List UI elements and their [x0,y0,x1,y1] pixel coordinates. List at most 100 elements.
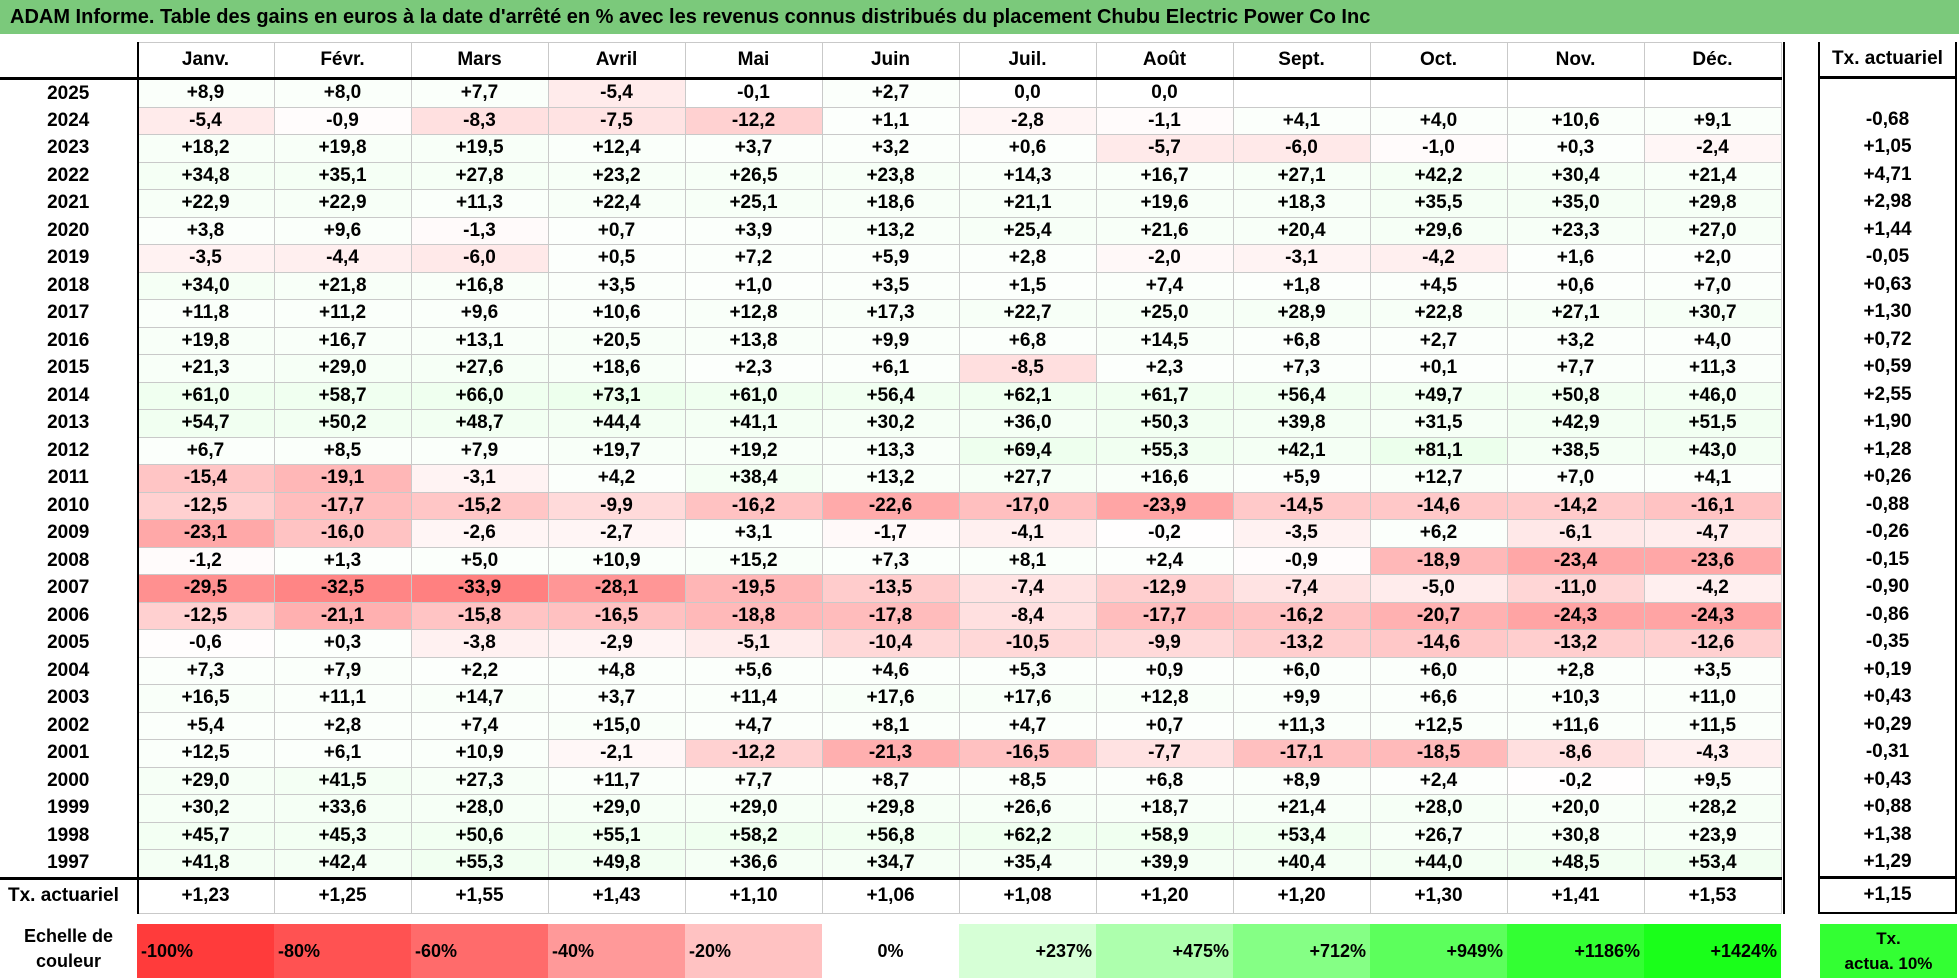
value-cell: -13,5 [821,574,960,603]
year-label: 2024 [47,109,90,131]
value-cell: +2,3 [684,354,823,383]
year-label: 2000 [47,769,90,791]
value-cell: +22,9 [136,189,275,218]
value-cell: +34,0 [136,271,275,300]
value-cell: +9,9 [1232,684,1371,713]
value-cell: +11,3 [410,189,549,218]
value-cell: -8,5 [958,354,1097,383]
value-cell: +1,1 [821,106,960,135]
month-header-6: Juin [821,42,960,79]
value-cell: +21,3 [136,354,275,383]
month-header-12: Déc. [1643,42,1782,79]
value-cell: +21,6 [1095,216,1234,245]
actuarial-rate-cell: -0,31 [1819,738,1956,767]
year-label: 2008 [47,549,90,571]
value-cell: +9,6 [410,299,549,328]
value-cell: +4,1 [1643,464,1782,493]
value-cell: -8,6 [1506,739,1645,768]
value-cell: +13,3 [821,436,960,465]
value-cell: +9,9 [821,326,960,355]
value-cell: +41,5 [273,766,412,795]
value-cell: +13,8 [684,326,823,355]
value-cell: +4,8 [547,656,686,685]
value-cell: +15,0 [547,711,686,740]
value-cell: +8,1 [821,711,960,740]
value-cell: +28,0 [1369,794,1508,823]
value-cell: +58,7 [273,381,412,410]
footer-value-cell: +1,55 [410,877,549,914]
value-cell: +18,7 [1095,794,1234,823]
value-cell: +27,0 [1643,216,1782,245]
value-cell: +4,6 [821,656,960,685]
value-cell: +44,0 [1369,849,1508,879]
value-cell: -0,2 [1095,519,1234,548]
table-row: 1999 +30,2 +33,6 +28,0 +29,0 +29,0 +29,8 +26,6 +… [0,794,1782,823]
footer-value-cell: +1,23 [136,877,275,914]
color-scale-step: -40% [548,924,685,978]
value-cell: +51,5 [1643,409,1782,438]
value-cell: +29,6 [1369,216,1508,245]
value-cell: -12,2 [684,739,823,768]
value-cell: -13,2 [1506,629,1645,658]
value-cell: +11,3 [1232,711,1371,740]
year-label: 2018 [47,274,90,296]
table-right-border [1783,42,1785,914]
value-cell: +12,5 [136,739,275,768]
value-cell: +14,3 [958,161,1097,190]
value-cell: -20,7 [1369,601,1508,630]
value-cell: +18,6 [821,189,960,218]
actuarial-column: Tx. actuariel -0,68 +1,05 +4,71 +2,98 +1,44-… [1818,42,1957,914]
value-cell: +40,4 [1232,849,1371,879]
value-cell: +16,8 [410,271,549,300]
year-label: 2014 [47,384,90,406]
value-cell: +6,0 [1232,656,1371,685]
value-cell: -9,9 [1095,629,1234,658]
value-cell: +56,4 [1232,381,1371,410]
value-cell: -4,7 [1643,519,1782,548]
value-cell: -6,0 [1232,134,1371,163]
value-cell: +42,2 [1369,161,1508,190]
value-cell: +18,6 [547,354,686,383]
actuarial-rate-cell: +2,55 [1819,381,1956,409]
table-row: 1997 +41,8 +42,4 +55,3 +49,8 +36,6 +34,7 +35,4 +… [0,849,1782,879]
value-cell: +2,7 [1369,326,1508,355]
value-cell: +2,8 [958,244,1097,273]
value-cell: +49,7 [1369,381,1508,410]
value-cell: -1,1 [1095,106,1234,135]
value-cell: -12,5 [136,491,275,520]
table-row: 2000 +29,0 +41,5 +27,3 +11,7 +7,7 +8,7 +8,5 +6,8… [0,766,1782,795]
value-cell: -23,1 [136,519,275,548]
value-cell: +46,0 [1643,381,1782,410]
year-label: 1998 [47,824,90,846]
value-cell: -15,4 [136,464,275,493]
value-cell: +56,8 [821,821,960,850]
value-cell: +3,9 [684,216,823,245]
value-cell: -16,5 [547,601,686,630]
value-cell: +1,8 [1232,271,1371,300]
table-row: 2005 -0,6 +0,3 -3,8 -2,9 -5,1 -10,4 -10,5 -9,9 -1… [0,629,1782,658]
value-cell: +7,7 [684,766,823,795]
value-cell: +8,5 [958,766,1097,795]
value-cell: +36,6 [684,849,823,879]
table-row: 2001 +12,5 +6,1 +10,9 -2,1 -12,2 -21,3 -16,5 -7,… [0,739,1782,768]
table-row: 2020 +3,8 +9,6 -1,3 +0,7 +3,9 +13,2 +25,4 +21,6 +… [0,216,1782,245]
value-cell: -0,9 [1232,546,1371,575]
value-cell: +4,7 [958,711,1097,740]
value-cell: +69,4 [958,436,1097,465]
actuarial-rate-cell: +0,43 [1819,766,1956,794]
value-cell: +11,5 [1643,711,1782,740]
value-cell: +8,7 [821,766,960,795]
value-cell: +27,1 [1506,299,1645,328]
table-row: 2024 -5,4 -0,9 -8,3 -7,5 -12,2 +1,1 -2,8 -1,1 +4,… [0,106,1782,135]
value-cell: +22,7 [958,299,1097,328]
value-cell: +2,8 [273,711,412,740]
value-cell: +30,2 [136,794,275,823]
value-cell: -14,6 [1369,629,1508,658]
value-cell: -12,5 [136,601,275,630]
corner-cell [0,43,137,79]
actuarial-rate-cell: +0,43 [1819,683,1956,712]
value-cell: +5,9 [821,244,960,273]
actuarial-total: +1,15 [1819,875,1956,914]
value-cell: -5,1 [684,629,823,658]
value-cell: +20,5 [547,326,686,355]
